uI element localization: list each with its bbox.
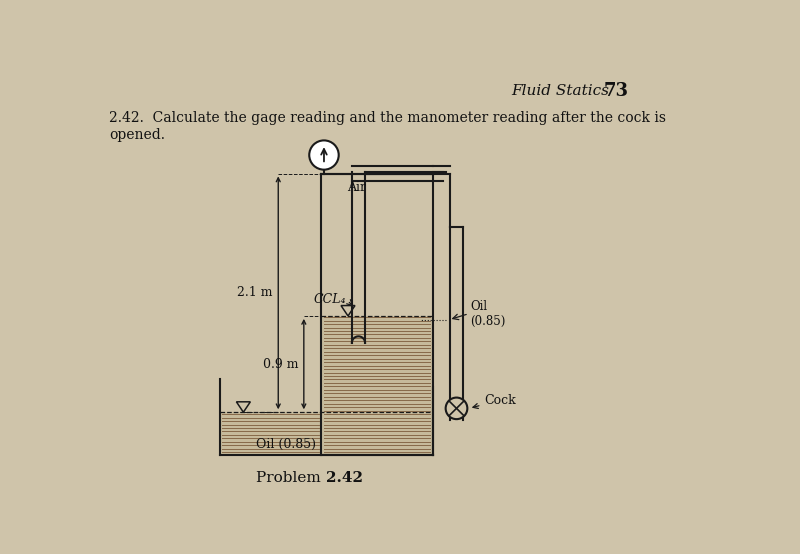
Text: opened.: opened. — [110, 128, 166, 142]
Text: 2.1 m: 2.1 m — [238, 286, 273, 299]
Text: Air: Air — [347, 181, 366, 194]
Text: Oil
(0.85): Oil (0.85) — [470, 300, 506, 327]
Circle shape — [310, 140, 338, 170]
Text: CCL₄: CCL₄ — [313, 293, 346, 305]
Text: Problem: Problem — [256, 471, 326, 485]
Bar — [220, 412, 321, 455]
Circle shape — [446, 398, 467, 419]
Text: 73: 73 — [604, 82, 629, 100]
Text: 2.42.  Calculate the gage reading and the manometer reading after the cock is: 2.42. Calculate the gage reading and the… — [110, 111, 666, 125]
Text: Oil (0.85): Oil (0.85) — [256, 438, 316, 452]
Bar — [321, 316, 434, 455]
Text: Fluid Statics: Fluid Statics — [510, 84, 609, 98]
Text: Cock: Cock — [473, 394, 516, 408]
Text: 0.9 m: 0.9 m — [263, 357, 298, 371]
Text: 2.42: 2.42 — [326, 471, 363, 485]
